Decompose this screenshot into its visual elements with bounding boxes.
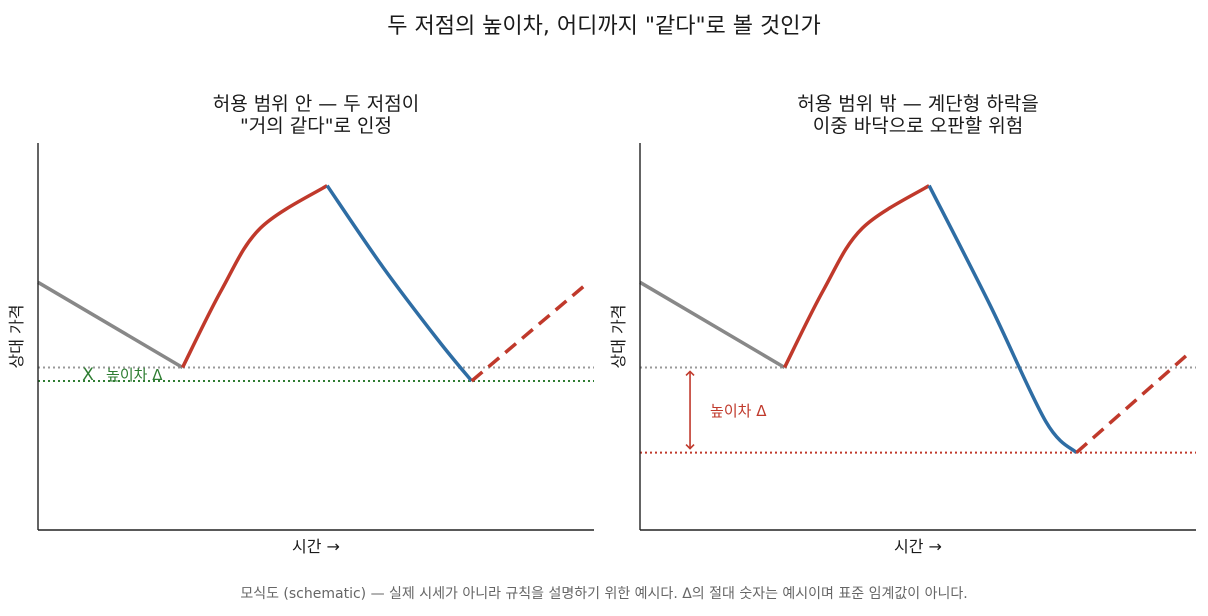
annotation-label: 높이차 Δ	[106, 366, 163, 384]
panel-title-line: 이중 바닥으로 오판할 위험	[813, 115, 1023, 137]
chart-title: 두 저점의 높이차, 어디까지 "같다"로 볼 것인가	[387, 14, 821, 39]
series-rise	[180, 184, 329, 369]
annotation-x-marker: X	[82, 365, 94, 385]
series-fall	[325, 184, 474, 383]
panel-title-line: 허용 범위 안 — 두 저점이	[213, 93, 420, 115]
y-axis-label: 상대 가격	[609, 305, 628, 369]
annotation-label: 높이차 Δ	[710, 402, 767, 420]
chart-panel-1: 허용 범위 안 — 두 저점이"거의 같다"로 인정 X 높이차 Δ 시간 → 상대 가…	[7, 93, 594, 556]
y-axis-label: 상대 가격	[7, 305, 26, 369]
panel-title-line: 허용 범위 밖 — 계단형 하락을	[797, 93, 1038, 115]
series-downtrend	[639, 280, 786, 369]
series-projection	[470, 280, 590, 383]
series-rise	[782, 184, 931, 369]
series-fall	[927, 184, 1078, 454]
x-axis-label: 시간 →	[894, 537, 942, 556]
series-downtrend	[37, 280, 184, 369]
panel-title-line: "거의 같다"로 인정	[240, 115, 392, 137]
x-axis-label: 시간 →	[292, 537, 340, 556]
footer-note: 모식도 (schematic) — 실제 시세가 아니라 규칙을 설명하기 위한…	[240, 586, 968, 602]
series-projection	[1075, 350, 1192, 454]
